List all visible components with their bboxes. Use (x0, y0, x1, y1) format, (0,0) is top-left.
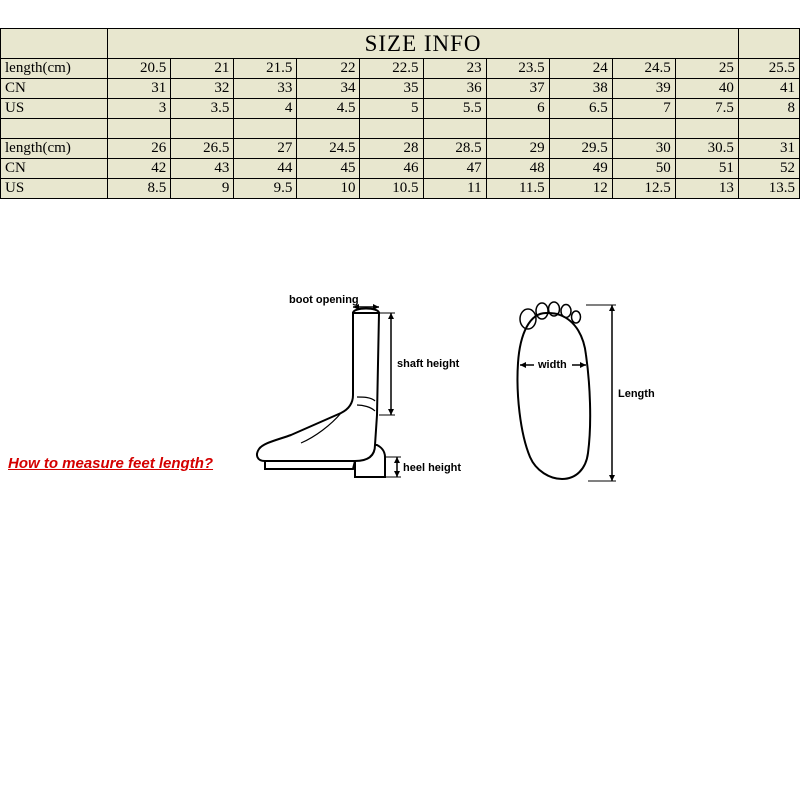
b2-r0-c2: 27 (234, 139, 297, 159)
foot-diagram: width Length (490, 293, 660, 493)
b1-r1-c6: 37 (486, 79, 549, 99)
b1-r2-c3: 4.5 (297, 99, 360, 119)
b1-r2-c5: 5.5 (423, 99, 486, 119)
b2-r0-c4: 28 (360, 139, 423, 159)
b2-r1-c2: 44 (234, 159, 297, 179)
b2-r0-c5: 28.5 (423, 139, 486, 159)
title-right-blank (738, 29, 799, 59)
b1-hdr-0: length(cm) (1, 59, 108, 79)
b1-r0-c10: 25.5 (738, 59, 799, 79)
boot-diagram: boot opening shaft height heel height (235, 285, 475, 485)
spacer-3 (234, 119, 297, 139)
size-table-wrap: SIZE INFOlength(cm)20.52121.52222.52323.… (0, 0, 800, 199)
b2-hdr-1: CN (1, 159, 108, 179)
b2-r0-c10: 31 (738, 139, 799, 159)
b2-r2-c3: 10 (297, 179, 360, 199)
b1-r2-c10: 8 (738, 99, 799, 119)
heel-height-label: heel height (403, 462, 461, 474)
b2-r1-c6: 48 (486, 159, 549, 179)
b1-r1-c4: 35 (360, 79, 423, 99)
size-table: SIZE INFOlength(cm)20.52121.52222.52323.… (0, 28, 800, 199)
b1-r1-c0: 31 (108, 79, 171, 99)
b2-r2-c10: 13.5 (738, 179, 799, 199)
b1-r2-c0: 3 (108, 99, 171, 119)
table-title: SIZE INFO (108, 29, 739, 59)
spacer-2 (171, 119, 234, 139)
b1-r0-c6: 23.5 (486, 59, 549, 79)
spacer-0 (1, 119, 108, 139)
b2-r1-c3: 45 (297, 159, 360, 179)
b2-r0-c7: 29.5 (549, 139, 612, 159)
b2-r2-c0: 8.5 (108, 179, 171, 199)
b2-r2-c1: 9 (171, 179, 234, 199)
b2-r1-c5: 47 (423, 159, 486, 179)
spacer-9 (612, 119, 675, 139)
b2-r2-c2: 9.5 (234, 179, 297, 199)
b2-r1-c1: 43 (171, 159, 234, 179)
b1-r0-c0: 20.5 (108, 59, 171, 79)
spacer-1 (108, 119, 171, 139)
b2-r0-c0: 26 (108, 139, 171, 159)
b2-r1-c4: 46 (360, 159, 423, 179)
b1-r0-c7: 24 (549, 59, 612, 79)
b2-r2-c6: 11.5 (486, 179, 549, 199)
spacer-4 (297, 119, 360, 139)
b1-r1-c7: 38 (549, 79, 612, 99)
spacer-11 (738, 119, 799, 139)
b2-r1-c0: 42 (108, 159, 171, 179)
diagram-area: boot opening shaft height heel height wi… (0, 275, 800, 525)
b1-hdr-2: US (1, 99, 108, 119)
b2-r2-c9: 13 (675, 179, 738, 199)
foot-width-label: width (537, 359, 567, 371)
b1-r1-c9: 40 (675, 79, 738, 99)
b1-r1-c5: 36 (423, 79, 486, 99)
b2-r2-c7: 12 (549, 179, 612, 199)
b2-r2-c5: 11 (423, 179, 486, 199)
b1-r2-c6: 6 (486, 99, 549, 119)
b2-r1-c9: 51 (675, 159, 738, 179)
b2-hdr-0: length(cm) (1, 139, 108, 159)
boot-opening-label: boot opening (289, 294, 359, 306)
title-left-blank (1, 29, 108, 59)
b2-r1-c8: 50 (612, 159, 675, 179)
foot-length-label: Length (618, 388, 655, 400)
b1-r1-c2: 33 (234, 79, 297, 99)
b2-r1-c10: 52 (738, 159, 799, 179)
b1-r0-c2: 21.5 (234, 59, 297, 79)
b1-r0-c4: 22.5 (360, 59, 423, 79)
b1-r1-c8: 39 (612, 79, 675, 99)
b2-r0-c1: 26.5 (171, 139, 234, 159)
b1-r0-c5: 23 (423, 59, 486, 79)
b2-r0-c9: 30.5 (675, 139, 738, 159)
b2-r0-c3: 24.5 (297, 139, 360, 159)
measure-question: How to measure feet length? (8, 455, 213, 472)
spacer-6 (423, 119, 486, 139)
shaft-height-label: shaft height (397, 358, 460, 370)
spacer-5 (360, 119, 423, 139)
b2-r0-c6: 29 (486, 139, 549, 159)
b2-hdr-2: US (1, 179, 108, 199)
b2-r2-c8: 12.5 (612, 179, 675, 199)
b1-r1-c3: 34 (297, 79, 360, 99)
b1-r0-c8: 24.5 (612, 59, 675, 79)
b2-r2-c4: 10.5 (360, 179, 423, 199)
b1-r1-c1: 32 (171, 79, 234, 99)
b2-r1-c7: 49 (549, 159, 612, 179)
spacer-8 (549, 119, 612, 139)
b1-r2-c4: 5 (360, 99, 423, 119)
b1-r2-c7: 6.5 (549, 99, 612, 119)
b1-r0-c3: 22 (297, 59, 360, 79)
b1-r1-c10: 41 (738, 79, 799, 99)
b2-r0-c8: 30 (612, 139, 675, 159)
spacer-10 (675, 119, 738, 139)
b1-r0-c9: 25 (675, 59, 738, 79)
b1-r0-c1: 21 (171, 59, 234, 79)
b1-r2-c9: 7.5 (675, 99, 738, 119)
b1-r2-c2: 4 (234, 99, 297, 119)
b1-r2-c8: 7 (612, 99, 675, 119)
spacer-7 (486, 119, 549, 139)
b1-hdr-1: CN (1, 79, 108, 99)
b1-r2-c1: 3.5 (171, 99, 234, 119)
